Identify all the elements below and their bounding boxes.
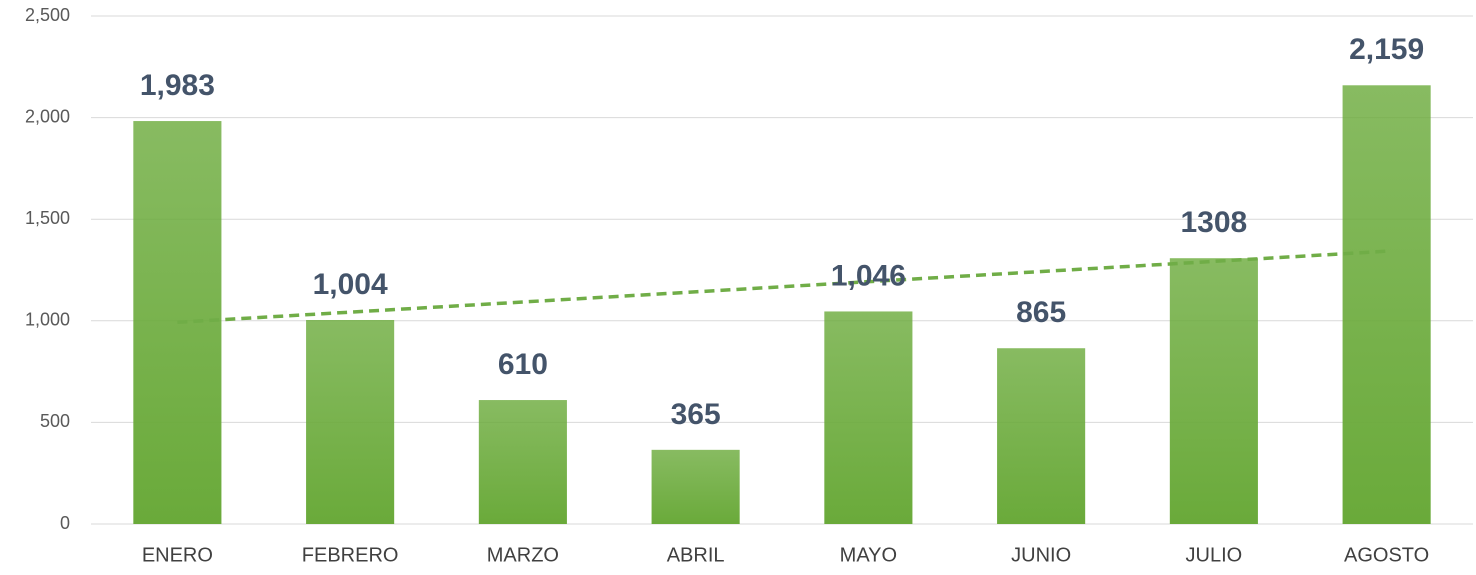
bar xyxy=(306,319,395,524)
data-label: 1,983 xyxy=(140,69,215,102)
y-tick-label: 0 xyxy=(60,513,70,533)
data-label: 1,046 xyxy=(831,259,906,292)
y-tick-label: 1,000 xyxy=(25,310,70,330)
bar xyxy=(133,121,222,525)
y-tick-label: 2,000 xyxy=(25,106,70,126)
x-tick-label: MARZO xyxy=(487,544,559,566)
bar xyxy=(478,400,567,524)
data-label: 365 xyxy=(671,398,721,431)
data-label: 865 xyxy=(1016,296,1066,329)
bar xyxy=(824,311,913,524)
trendline xyxy=(177,249,1387,325)
x-tick-label: ABRIL xyxy=(667,544,725,566)
bar xyxy=(651,449,740,524)
y-tick-label: 500 xyxy=(40,411,70,431)
x-tick-label: MAYO xyxy=(840,544,897,566)
x-tick-label: FEBRERO xyxy=(302,544,399,566)
data-label: 610 xyxy=(498,348,548,381)
data-label: 1308 xyxy=(1181,206,1248,239)
x-tick-label: AGOSTO xyxy=(1344,544,1429,566)
x-tick-label: ENERO xyxy=(142,544,213,566)
y-tick-label: 2,500 xyxy=(25,5,70,25)
y-tick-label: 1,500 xyxy=(25,208,70,228)
x-tick-label: JUNIO xyxy=(1011,544,1071,566)
data-label: 2,159 xyxy=(1349,33,1424,66)
x-tick-label: JULIO xyxy=(1186,544,1243,566)
data-label: 1,004 xyxy=(313,268,388,301)
bar xyxy=(1342,85,1431,524)
bar xyxy=(997,348,1086,524)
bar xyxy=(1169,258,1258,524)
